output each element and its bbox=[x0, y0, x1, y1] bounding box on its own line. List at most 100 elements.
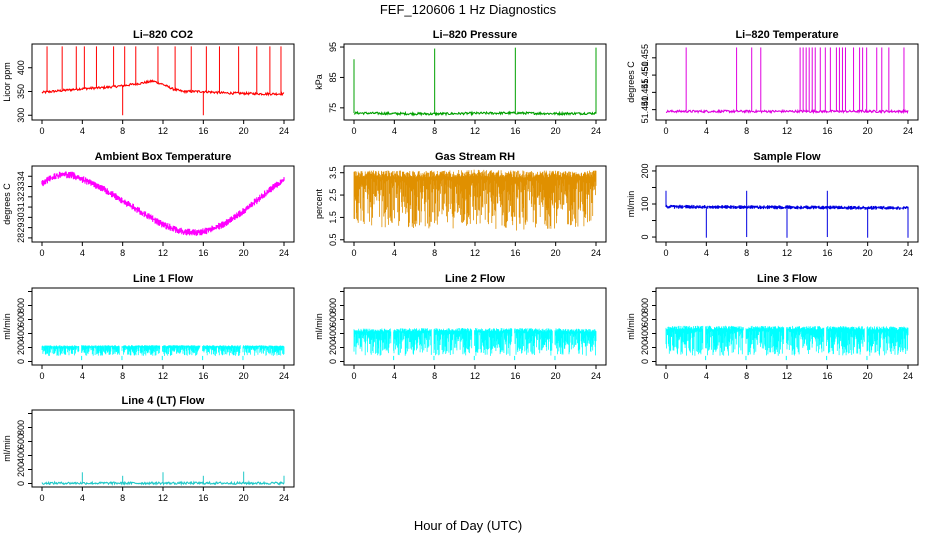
figure-x-axis-label: Hour of Day (UTC) bbox=[413, 518, 523, 533]
x-tick-label: 24 bbox=[279, 493, 289, 503]
x-tick-label: 12 bbox=[158, 493, 168, 503]
chart-panel: Line 4 (LT) Flow ml/min 0 4 8 12 16 20 24 0 200400… bbox=[2, 395, 295, 503]
chart-panel: Line 3 Flow ml/min 0 4 8 12 16 20 24 0 20040060080… bbox=[626, 273, 919, 381]
x-tick-label: 24 bbox=[903, 126, 913, 136]
series-band bbox=[665, 325, 909, 356]
x-tick-label: 20 bbox=[551, 126, 561, 136]
series-line bbox=[353, 110, 597, 117]
x-tick-label: 12 bbox=[782, 371, 792, 381]
x-tick-label: 8 bbox=[744, 126, 749, 136]
y-axis-label: degrees C bbox=[2, 183, 12, 225]
x-tick-label: 16 bbox=[510, 126, 520, 136]
x-tick-label: 16 bbox=[198, 126, 208, 136]
plot-frame bbox=[343, 43, 607, 121]
y-tick-label: 600 bbox=[16, 434, 26, 449]
x-tick-label: 4 bbox=[80, 493, 85, 503]
x-tick-label: 16 bbox=[198, 371, 208, 381]
chart-title: Ambient Box Temperature bbox=[95, 151, 232, 163]
y-tick-label: 95 bbox=[328, 42, 338, 52]
x-tick-label: 8 bbox=[120, 248, 125, 258]
y-tick-label: 29 bbox=[16, 223, 26, 233]
y-axis-label: ml/min bbox=[626, 191, 636, 218]
plot-frame bbox=[31, 43, 295, 121]
chart-title: Li–820 Temperature bbox=[735, 29, 838, 41]
x-tick-label: 20 bbox=[551, 371, 561, 381]
y-tick-label: 800 bbox=[16, 420, 26, 435]
data-series bbox=[665, 190, 909, 238]
series-band bbox=[41, 345, 285, 356]
x-tick-label: 16 bbox=[198, 493, 208, 503]
x-tick-label: 24 bbox=[591, 248, 601, 258]
y-tick-label: 800 bbox=[328, 298, 338, 313]
plot-frame bbox=[655, 43, 919, 121]
x-tick-label: 20 bbox=[239, 371, 249, 381]
y-tick-label: 200 bbox=[328, 340, 338, 355]
series-line bbox=[41, 171, 285, 236]
y-tick-label: 0 bbox=[16, 359, 26, 364]
x-tick-label: 0 bbox=[39, 126, 44, 136]
y-tick-label: 600 bbox=[640, 312, 650, 327]
y-tick-label: 51.445 bbox=[640, 79, 650, 107]
y-tick-label: 1.5 bbox=[328, 211, 338, 224]
y-tick-label: 400 bbox=[16, 448, 26, 463]
chart-panel: Sample Flow ml/min 0 4 8 12 16 20 24 0 100 200 bbox=[626, 151, 919, 258]
chart-panel: Li–820 Temperature degrees C 0 4 8 12 16 20 24 51… bbox=[626, 29, 919, 136]
x-tick-label: 12 bbox=[782, 126, 792, 136]
x-tick-label: 0 bbox=[663, 126, 668, 136]
y-tick-label: 32 bbox=[16, 192, 26, 202]
x-tick-label: 0 bbox=[351, 126, 356, 136]
y-axis-label: kPa bbox=[314, 74, 324, 90]
y-tick-label: 0.5 bbox=[328, 234, 338, 247]
plot-frame bbox=[343, 287, 607, 366]
x-tick-label: 24 bbox=[591, 126, 601, 136]
chart-panel: Gas Stream RH percent 0 4 8 12 16 20 24 0.5 1.5 2.5… bbox=[314, 151, 607, 258]
x-tick-label: 20 bbox=[239, 126, 249, 136]
x-tick-label: 4 bbox=[80, 371, 85, 381]
chart-title: Line 3 Flow bbox=[757, 273, 817, 285]
series-band bbox=[353, 328, 597, 356]
data-series bbox=[353, 169, 597, 231]
data-series bbox=[665, 325, 909, 361]
y-tick-label: 3.5 bbox=[328, 166, 338, 179]
x-tick-label: 12 bbox=[470, 248, 480, 258]
x-tick-label: 0 bbox=[663, 248, 668, 258]
chart-title: Li–820 Pressure bbox=[433, 29, 517, 41]
y-tick-label: 800 bbox=[16, 298, 26, 313]
x-tick-label: 12 bbox=[158, 248, 168, 258]
y-tick-label: 33 bbox=[16, 182, 26, 192]
y-tick-label: 200 bbox=[640, 163, 650, 178]
x-tick-label: 0 bbox=[39, 248, 44, 258]
x-tick-label: 4 bbox=[80, 248, 85, 258]
y-tick-label: 300 bbox=[16, 108, 26, 123]
y-tick-label: 400 bbox=[640, 326, 650, 341]
x-tick-label: 4 bbox=[704, 248, 709, 258]
x-tick-label: 8 bbox=[120, 371, 125, 381]
y-axis-label: percent bbox=[314, 188, 324, 219]
x-tick-label: 24 bbox=[591, 371, 601, 381]
data-series bbox=[353, 328, 597, 361]
x-tick-label: 0 bbox=[351, 248, 356, 258]
x-tick-label: 4 bbox=[704, 371, 709, 381]
x-tick-label: 4 bbox=[704, 126, 709, 136]
x-tick-label: 8 bbox=[432, 371, 437, 381]
x-tick-label: 12 bbox=[782, 248, 792, 258]
x-tick-label: 8 bbox=[120, 493, 125, 503]
chart-panel: Li–820 Pressure kPa 0 4 8 12 16 20 24 75 85 95 bbox=[314, 29, 607, 136]
x-tick-label: 16 bbox=[510, 248, 520, 258]
x-tick-label: 4 bbox=[392, 371, 397, 381]
figure-title: FEF_120606 1 Hz Diagnostics bbox=[379, 2, 557, 17]
x-tick-label: 24 bbox=[903, 248, 913, 258]
y-tick-label: 0 bbox=[16, 481, 26, 486]
data-series bbox=[353, 47, 597, 117]
x-tick-label: 20 bbox=[239, 493, 249, 503]
x-tick-label: 12 bbox=[470, 371, 480, 381]
series-band bbox=[353, 169, 597, 231]
y-tick-label: 34 bbox=[16, 171, 26, 181]
x-tick-label: 0 bbox=[351, 371, 356, 381]
x-tick-label: 20 bbox=[863, 248, 873, 258]
x-tick-label: 16 bbox=[198, 248, 208, 258]
y-tick-label: 51.450 bbox=[640, 61, 650, 89]
x-tick-label: 8 bbox=[120, 126, 125, 136]
x-tick-label: 20 bbox=[239, 248, 249, 258]
x-tick-label: 4 bbox=[392, 126, 397, 136]
